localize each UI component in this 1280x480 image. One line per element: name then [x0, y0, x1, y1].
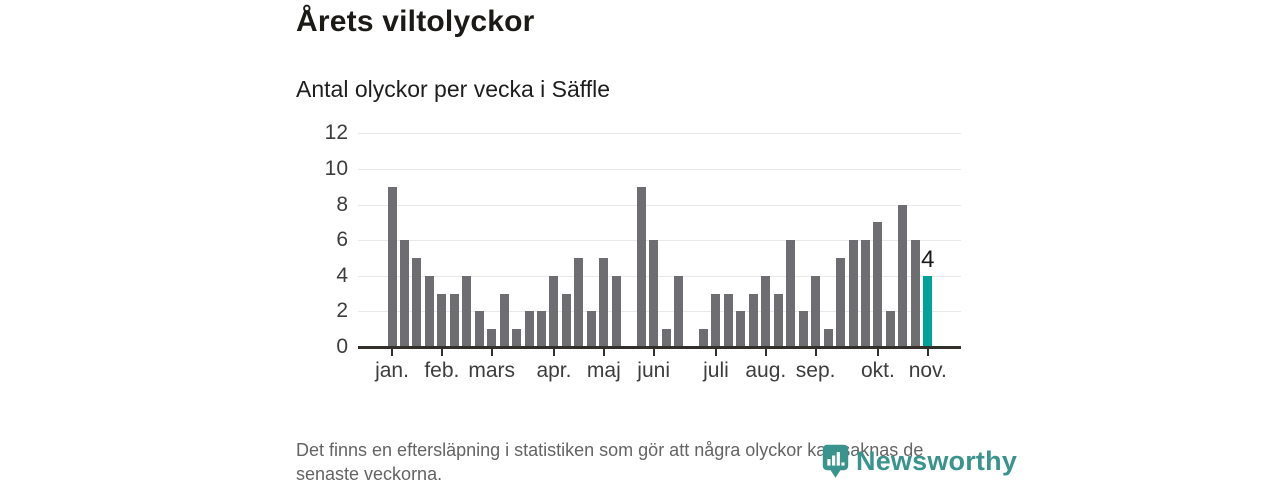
bar-week — [649, 240, 659, 347]
bar-week — [836, 258, 846, 347]
x-axis-month-label: feb. — [424, 359, 460, 382]
y-axis-label: 0 — [336, 335, 348, 358]
y-gridline — [358, 169, 961, 170]
y-axis-label: 2 — [336, 299, 348, 323]
bar-week — [786, 240, 796, 347]
bar-week — [512, 329, 522, 347]
current-week-value-label: 4 — [921, 245, 935, 273]
bar-week — [873, 222, 883, 347]
bar-week — [885, 311, 895, 347]
x-axis-tick — [652, 349, 655, 356]
x-axis-tick — [391, 349, 393, 356]
bar-week — [586, 311, 596, 347]
newsworthy-logo-text: Newsworthy — [856, 446, 1018, 476]
bar-week — [736, 311, 746, 347]
x-axis-month-label: jan. — [375, 359, 409, 382]
chart-title: Årets viltolyckor — [296, 5, 535, 38]
bar-week — [823, 329, 833, 347]
bar-week — [487, 329, 497, 347]
footnote: Det finns en eftersläpning i statistiken… — [296, 438, 996, 480]
x-axis-month-label: juli — [703, 359, 729, 382]
bar-week — [860, 240, 870, 347]
x-axis-month-label: okt. — [861, 359, 895, 382]
chart-subtitle: Antal olyckor per vecka i Säffle — [296, 76, 611, 102]
x-axis-tick — [876, 349, 879, 356]
bar-week — [437, 293, 447, 347]
bar-week — [748, 293, 758, 347]
y-axis-label: 4 — [336, 263, 348, 287]
x-axis-tick — [552, 349, 555, 356]
bar-week — [711, 293, 721, 347]
x-axis-month-label: sep. — [795, 359, 836, 382]
y-axis-label: 12 — [324, 121, 348, 145]
x-axis-month-label: aug. — [745, 359, 787, 382]
y-gridline — [358, 275, 961, 277]
bar-week — [449, 293, 459, 347]
bar-week — [761, 275, 771, 347]
y-gridline — [358, 240, 961, 242]
bar-current-week — [923, 275, 933, 347]
x-axis-tick — [490, 349, 493, 356]
bar-week — [524, 311, 534, 347]
bar-week — [549, 275, 559, 347]
y-axis-label: 8 — [336, 192, 348, 216]
bar-week — [599, 258, 609, 347]
bar-week — [910, 240, 920, 347]
y-axis-label: 6 — [336, 228, 348, 252]
bar-week — [574, 258, 584, 347]
bar-week — [537, 311, 547, 347]
x-axis-tick — [440, 349, 443, 356]
bar-week — [561, 293, 571, 347]
newsworthy-pin-icon — [822, 444, 849, 478]
newsworthy-logo: Newsworthy — [822, 444, 1017, 479]
bar-week — [661, 329, 671, 347]
x-axis-tick — [764, 349, 767, 356]
bar-week — [636, 186, 646, 347]
y-gridline — [358, 133, 961, 135]
x-axis-month-label: juni — [637, 359, 670, 382]
x-axis-month-label: apr. — [536, 359, 572, 382]
y-axis-label: 10 — [324, 157, 348, 180]
bar-week — [811, 275, 821, 347]
y-gridline — [358, 311, 961, 313]
bar-week — [898, 204, 908, 347]
y-gridline — [358, 204, 961, 206]
x-axis-tick — [714, 349, 717, 356]
x-axis-month-label: nov. — [908, 359, 947, 382]
bar-week — [674, 275, 684, 347]
bar-week — [474, 311, 484, 347]
bar-week — [699, 329, 708, 347]
x-axis-month-label: mars — [468, 359, 515, 382]
footnote-line1: Det finns en eftersläpning i statistiken… — [296, 440, 924, 460]
bar-week — [773, 293, 783, 347]
footnote-line2: senaste veckorna. — [296, 464, 443, 480]
x-axis-tick — [602, 349, 605, 356]
bar-week — [387, 186, 397, 347]
x-axis-tick — [814, 349, 817, 356]
bar-week — [424, 275, 434, 347]
bar-week — [412, 258, 422, 347]
x-axis-line — [358, 346, 961, 349]
bar-week — [848, 240, 858, 347]
x-axis-month-label: maj — [586, 359, 621, 382]
bar-week — [611, 275, 621, 347]
bar-week — [798, 311, 808, 347]
bar-week — [499, 293, 509, 347]
bar-week — [462, 275, 472, 347]
x-axis-tick — [926, 349, 929, 356]
bar-week — [399, 240, 409, 347]
bar-week — [723, 293, 733, 347]
